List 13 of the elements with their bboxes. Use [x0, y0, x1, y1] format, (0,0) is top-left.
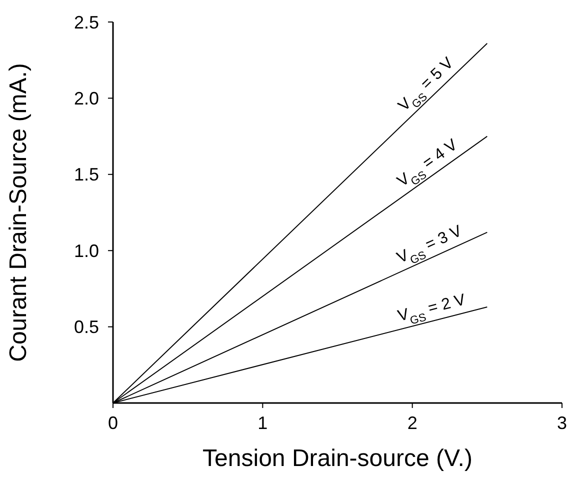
annotation: V$_{GS}$ = 2 V — [396, 291, 468, 328]
annotation: V$_{GS}$ = 3 V — [394, 222, 465, 268]
x-tick-label: 0 — [108, 413, 118, 433]
x-tick-label: 3 — [556, 413, 568, 433]
y-tick-label: 0.5 — [74, 317, 99, 338]
x-tick-label: 1 — [258, 413, 268, 433]
y-tick-label: 2.0 — [74, 88, 99, 108]
y-tick-label: 1.0 — [74, 240, 99, 261]
y-tick-label: 1.5 — [74, 164, 99, 185]
x-tick-label: 2 — [407, 413, 418, 433]
y-tick-label: 2.5 — [74, 12, 99, 32]
y-axis-title: Courant Drain-Source (mA.) — [5, 63, 32, 362]
x-axis-title: Tension Drain-source (V.) — [202, 445, 472, 472]
